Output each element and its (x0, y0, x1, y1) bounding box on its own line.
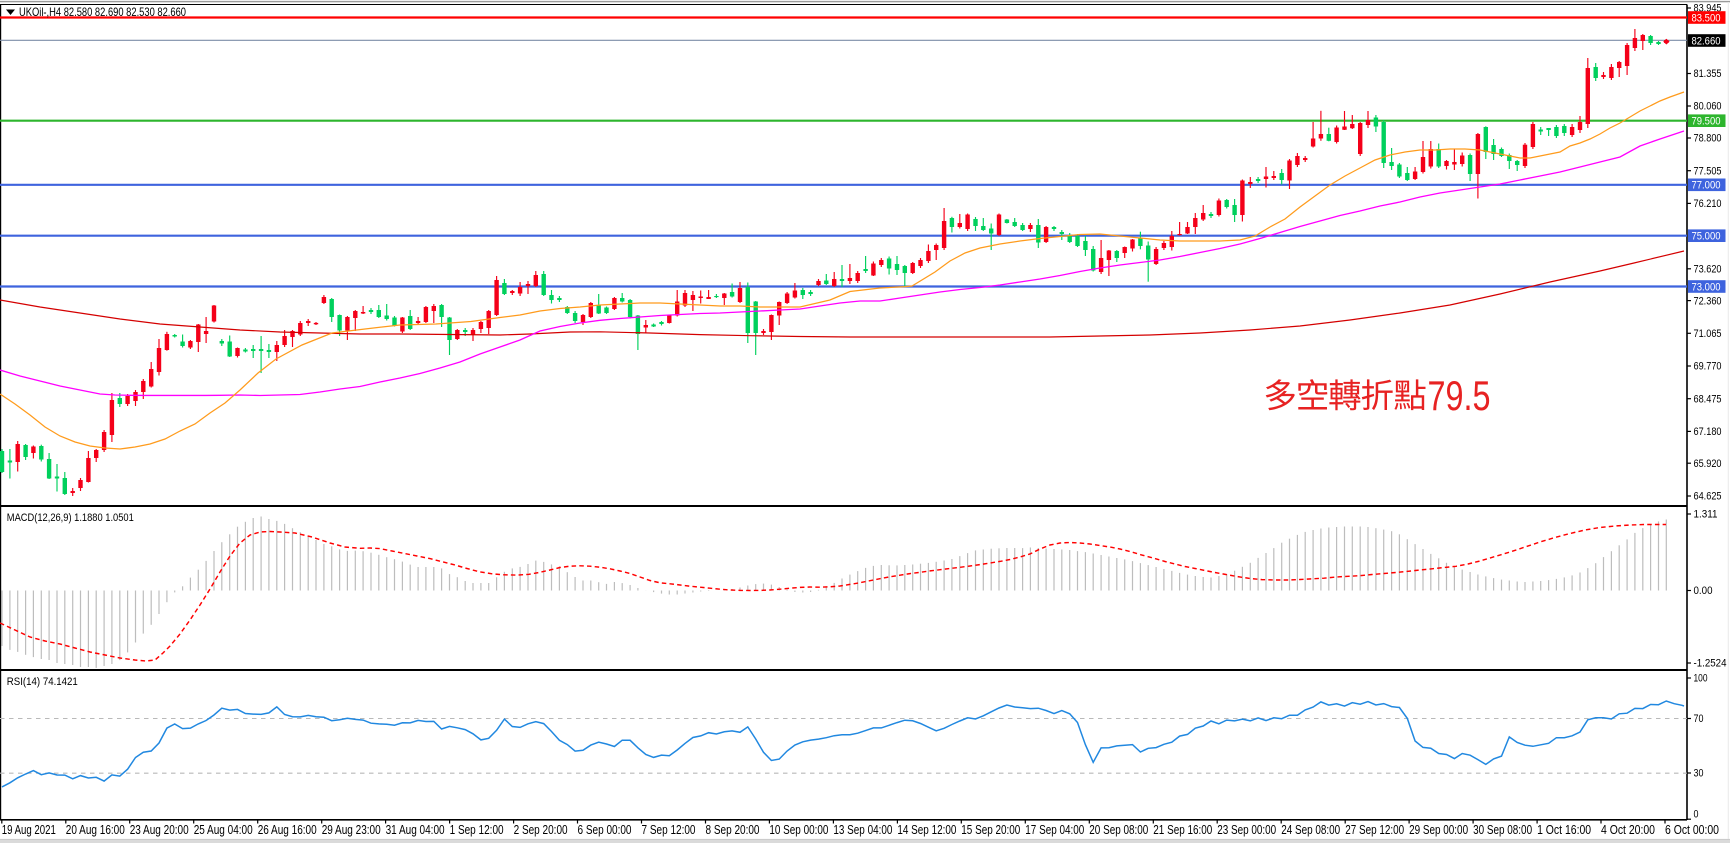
svg-text:70: 70 (1694, 713, 1704, 725)
svg-text:80.060: 80.060 (1694, 101, 1722, 113)
svg-text:77.000: 77.000 (1692, 180, 1721, 192)
svg-text:15 Sep 20:00: 15 Sep 20:00 (961, 822, 1020, 837)
svg-text:67.180: 67.180 (1694, 426, 1722, 438)
svg-text:7 Sep 12:00: 7 Sep 12:00 (642, 822, 696, 837)
svg-text:76.210: 76.210 (1694, 198, 1722, 210)
svg-text:25 Aug 04:00: 25 Aug 04:00 (194, 822, 253, 837)
svg-text:17 Sep 04:00: 17 Sep 04:00 (1025, 822, 1084, 837)
svg-text:20 Sep 08:00: 20 Sep 08:00 (1089, 822, 1148, 837)
svg-text:79.500: 79.500 (1692, 116, 1721, 128)
svg-text:13 Sep 04:00: 13 Sep 04:00 (833, 822, 892, 837)
svg-text:23 Aug 20:00: 23 Aug 20:00 (130, 822, 189, 837)
svg-text:6 Sep 00:00: 6 Sep 00:00 (578, 822, 632, 837)
svg-text:0: 0 (1694, 809, 1699, 821)
svg-text:73.620: 73.620 (1694, 264, 1722, 276)
svg-text:1 Oct 16:00: 1 Oct 16:00 (1537, 822, 1591, 837)
svg-text:23 Sep 00:00: 23 Sep 00:00 (1217, 822, 1276, 837)
svg-text:68.475: 68.475 (1694, 393, 1722, 405)
svg-text:100: 100 (1694, 673, 1708, 685)
svg-text:72.360: 72.360 (1694, 295, 1722, 307)
svg-text:73.000: 73.000 (1692, 281, 1721, 293)
svg-text:30: 30 (1694, 768, 1704, 780)
svg-text:24 Sep 08:00: 24 Sep 08:00 (1281, 822, 1340, 837)
svg-text:2 Sep 20:00: 2 Sep 20:00 (514, 822, 568, 837)
svg-text:10 Sep 00:00: 10 Sep 00:00 (769, 822, 828, 837)
svg-text:21 Sep 16:00: 21 Sep 16:00 (1153, 822, 1212, 837)
svg-text:0.00: 0.00 (1694, 585, 1713, 597)
svg-text:6 Oct 00:00: 6 Oct 00:00 (1665, 822, 1719, 837)
svg-text:78.800: 78.800 (1694, 133, 1722, 145)
svg-text:RSI(14) 74.1421: RSI(14) 74.1421 (7, 676, 78, 688)
svg-text:1.311: 1.311 (1694, 509, 1718, 521)
svg-text:77.505: 77.505 (1694, 165, 1722, 177)
svg-text:31 Aug 04:00: 31 Aug 04:00 (386, 822, 445, 837)
svg-text:20 Aug 16:00: 20 Aug 16:00 (66, 822, 125, 837)
svg-text:82.660: 82.660 (1692, 35, 1721, 47)
svg-text:29 Aug 23:00: 29 Aug 23:00 (322, 822, 381, 837)
svg-text:71.065: 71.065 (1694, 328, 1722, 340)
svg-text:30 Sep 08:00: 30 Sep 08:00 (1473, 822, 1532, 837)
svg-text:26 Aug 16:00: 26 Aug 16:00 (258, 822, 317, 837)
svg-text:64.625: 64.625 (1694, 491, 1722, 503)
svg-text:27 Sep 12:00: 27 Sep 12:00 (1345, 822, 1404, 837)
svg-text:75.000: 75.000 (1692, 231, 1721, 243)
svg-text:UKOil-,H4 82.580 82.690 82.53: UKOil-,H4 82.580 82.690 82.530 82.660 (19, 6, 186, 19)
svg-text:81.355: 81.355 (1694, 68, 1722, 80)
svg-text:8 Sep 20:00: 8 Sep 20:00 (706, 822, 760, 837)
svg-text:4 Oct 20:00: 4 Oct 20:00 (1601, 822, 1655, 837)
svg-text:29 Sep 00:00: 29 Sep 00:00 (1409, 822, 1468, 837)
svg-text:65.920: 65.920 (1694, 458, 1722, 470)
svg-text:69.770: 69.770 (1694, 361, 1722, 373)
svg-text:79.5: 79.5 (1428, 372, 1491, 419)
svg-text:19 Aug 2021: 19 Aug 2021 (2, 822, 56, 837)
svg-text:83.500: 83.500 (1692, 12, 1721, 24)
svg-text:14 Sep 12:00: 14 Sep 12:00 (897, 822, 956, 837)
svg-text:1 Sep 12:00: 1 Sep 12:00 (450, 822, 504, 837)
svg-text:MACD(12,26,9) 1.1880 1.0501: MACD(12,26,9) 1.1880 1.0501 (7, 512, 134, 524)
svg-text:-1.2524: -1.2524 (1694, 658, 1727, 670)
